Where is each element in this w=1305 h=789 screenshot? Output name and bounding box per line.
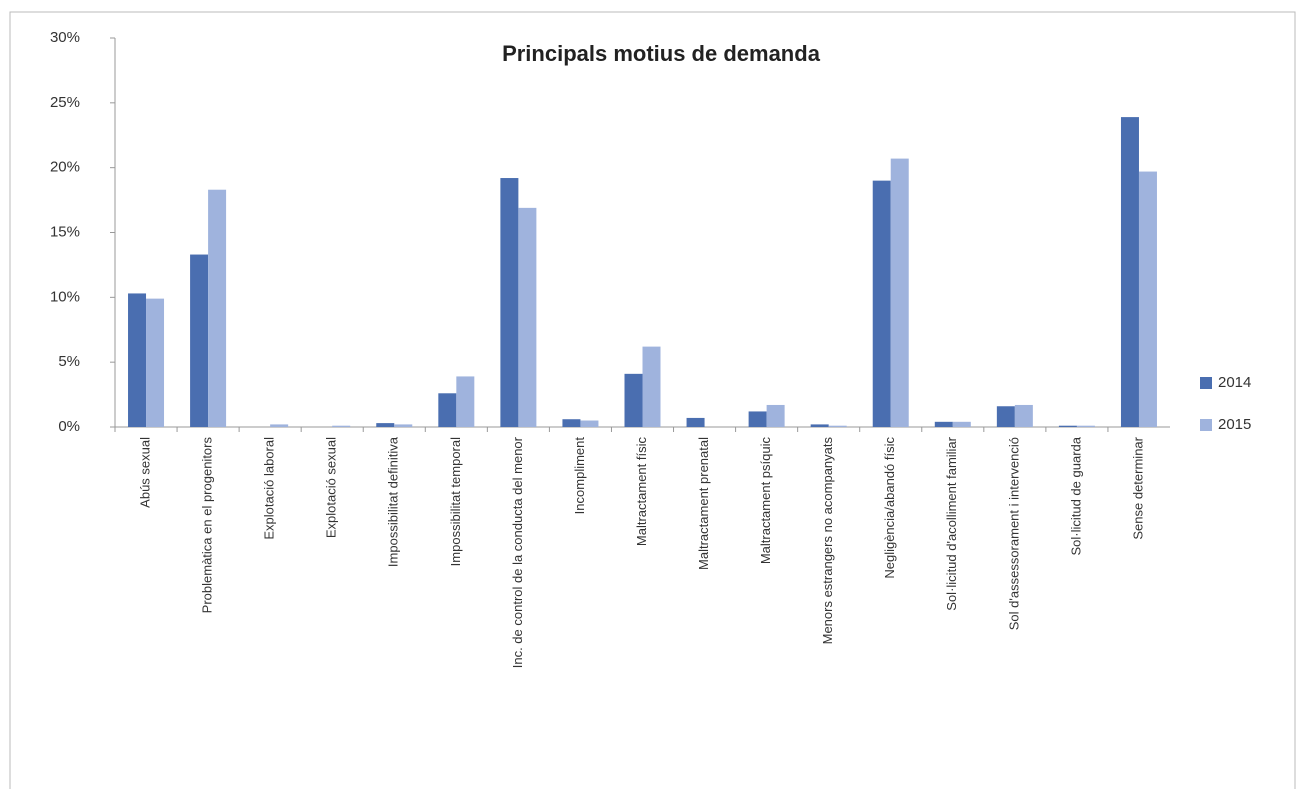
- bar: [810, 424, 829, 427]
- bar: [1058, 425, 1077, 427]
- chart-frame: [9, 11, 1296, 789]
- x-tick-label: Abús sexual: [137, 437, 152, 508]
- bar: [890, 158, 909, 427]
- x-tick-label: Sol·licitud d'acolliment familiar: [944, 436, 959, 610]
- chart-title: Principals motius de demanda: [502, 41, 821, 66]
- x-tick-label: Explotació laboral: [262, 437, 277, 540]
- x-tick-label: Menors estrangers no acompanyats: [820, 437, 835, 645]
- y-tick-label: 25%: [50, 94, 80, 111]
- bar: [128, 293, 147, 427]
- bar: [1120, 117, 1139, 427]
- bar: [766, 404, 785, 427]
- bar: [146, 298, 165, 427]
- x-tick-label: Sol·licitud de guarda: [1068, 436, 1083, 555]
- x-tick-label: Maltractament prenatal: [696, 437, 711, 570]
- bar: [208, 189, 227, 427]
- bar: [190, 254, 209, 427]
- bar: [642, 346, 661, 427]
- bar: [438, 393, 457, 427]
- bar: [952, 421, 971, 427]
- bar: [686, 417, 705, 427]
- y-tick-label: 10%: [50, 288, 80, 305]
- y-tick-label: 20%: [50, 159, 80, 176]
- bar: [1014, 404, 1033, 427]
- legend-swatch: [1200, 419, 1212, 431]
- x-tick-label: Maltractament psíquic: [758, 437, 773, 565]
- legend-swatch: [1200, 377, 1212, 389]
- y-tick-label: 0%: [58, 418, 80, 435]
- bar: [270, 424, 289, 427]
- x-tick-label: Explotació sexual: [324, 437, 339, 538]
- bar: [748, 411, 767, 427]
- bar: [580, 420, 599, 427]
- bar: [500, 178, 519, 427]
- bar: [394, 424, 413, 427]
- bar: [996, 406, 1015, 427]
- legend-label: 2014: [1218, 374, 1251, 391]
- y-tick-label: 30%: [50, 29, 80, 46]
- bar: [1138, 171, 1157, 427]
- bar: [828, 425, 847, 427]
- bar: [376, 423, 395, 427]
- legend-label: 2015: [1218, 416, 1251, 433]
- x-tick-label: Maltractament físic: [634, 437, 649, 547]
- bar: [518, 207, 537, 427]
- x-tick-label: Impossibilitat temporal: [448, 437, 463, 566]
- x-tick-label: Inc. de control de la conducta del menor: [510, 436, 525, 668]
- bar: [872, 180, 891, 427]
- y-tick-label: 5%: [58, 353, 80, 370]
- y-tick-label: 15%: [50, 223, 80, 240]
- bar: [562, 419, 581, 427]
- bar: [934, 421, 953, 427]
- x-tick-label: Sol d'assessorament i intervenció: [1006, 437, 1021, 630]
- x-tick-label: Problemàtica en el progenitors: [200, 437, 215, 614]
- bar: [332, 425, 351, 427]
- x-tick-label: Sense determinar: [1130, 436, 1145, 539]
- x-tick-label: Incompliment: [572, 437, 587, 515]
- bar: [1076, 425, 1095, 427]
- x-tick-label: Impossibilitat definitiva: [386, 436, 401, 567]
- bar: [456, 376, 475, 427]
- bar: [624, 373, 643, 427]
- x-tick-label: Negligència/abandó físic: [882, 437, 897, 579]
